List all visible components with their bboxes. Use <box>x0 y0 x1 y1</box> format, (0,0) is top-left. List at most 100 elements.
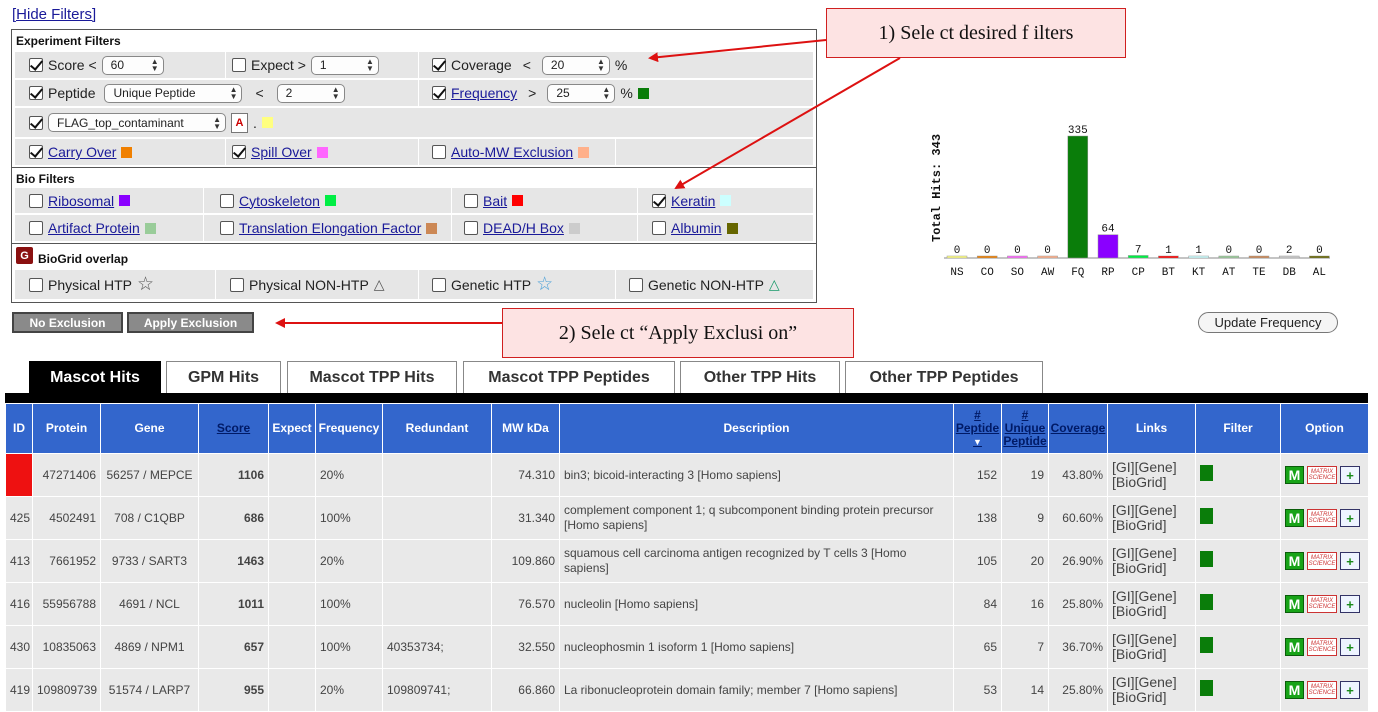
no-exclusion-button[interactable]: No Exclusion <box>12 312 123 333</box>
score-select[interactable]: 60 ▲ ▼ <box>101 55 164 75</box>
frequency-select[interactable]: 25 ▲ ▼ <box>547 83 616 103</box>
contaminant-select[interactable]: FLAG_top_contaminant ▲ ▼ <box>48 113 226 132</box>
query-add-icon[interactable]: + <box>1340 681 1360 699</box>
gi-link[interactable]: [GI] <box>1112 674 1135 690</box>
frequency-link[interactable]: Frequency <box>451 85 518 101</box>
mascot-icon[interactable]: M <box>1285 509 1304 527</box>
col-peptide[interactable]: # Peptide ▼ <box>953 403 1002 454</box>
tab-mascot-tpp-peptides[interactable]: Mascot TPP Peptides <box>463 361 675 394</box>
artifact-link[interactable]: Artifact Protein <box>48 220 140 236</box>
tab-other-tpp-hits[interactable]: Other TPP Hits <box>680 361 840 394</box>
hide-filters-link[interactable]: [Hide Filters] <box>12 6 97 23</box>
frequency-checkbox[interactable] <box>432 86 446 100</box>
matrix-science-icon[interactable]: MATRIX SCIENCE <box>1307 509 1337 527</box>
query-add-icon[interactable]: + <box>1340 466 1360 484</box>
peptide-type-select[interactable]: Unique Peptide ▲ ▼ <box>104 83 243 103</box>
matrix-science-icon[interactable]: MATRIX SCIENCE <box>1307 595 1337 613</box>
dead-box-checkbox[interactable] <box>464 221 478 235</box>
table-row[interactable]: 419 109809739 51574 / LARP7 955 20% 109809741… <box>5 668 1369 712</box>
cell-gene[interactable]: 4691 / NCL <box>100 582 199 626</box>
physical-non-htp-checkbox[interactable] <box>230 277 244 292</box>
gene-link[interactable]: [Gene] <box>1134 631 1177 647</box>
carry-over-checkbox[interactable] <box>29 145 43 159</box>
document-icon[interactable]: A <box>231 112 248 133</box>
dead-box-link[interactable]: DEAD/H Box <box>483 220 564 236</box>
cytoskeleton-link[interactable]: Cytoskeleton <box>239 192 320 209</box>
physical-htp-checkbox[interactable] <box>29 277 43 292</box>
biogrid-link[interactable]: [BioGrid] <box>1112 603 1167 619</box>
tab-mascot-hits[interactable]: Mascot Hits <box>29 361 161 394</box>
tab-mascot-tpp-hits[interactable]: Mascot TPP Hits <box>287 361 457 394</box>
update-frequency-button[interactable]: Update Frequency <box>1198 312 1338 333</box>
gi-link[interactable]: [GI] <box>1112 459 1135 475</box>
apply-exclusion-button[interactable]: Apply Exclusion <box>127 312 254 333</box>
artifact-checkbox[interactable] <box>29 221 43 235</box>
spill-over-checkbox[interactable] <box>232 145 246 159</box>
gene-link[interactable]: [Gene] <box>1134 502 1177 518</box>
bait-checkbox[interactable] <box>464 193 478 208</box>
albumin-checkbox[interactable] <box>652 221 666 235</box>
ribosomal-link[interactable]: Ribosomal <box>48 192 115 209</box>
translation-checkbox[interactable] <box>220 221 234 235</box>
cell-gene[interactable]: 56257 / MEPCE <box>100 453 199 497</box>
expect-select[interactable]: 1 ▲ ▼ <box>310 55 379 75</box>
gi-link[interactable]: [GI] <box>1112 588 1135 604</box>
gene-link[interactable]: [Gene] <box>1134 674 1177 690</box>
matrix-science-icon[interactable]: MATRIX SCIENCE <box>1307 466 1337 484</box>
table-row[interactable]: 425 4502491 708 / C1QBP 686 100% 31.340 comple… <box>5 496 1369 540</box>
biogrid-link[interactable]: [BioGrid] <box>1112 646 1167 662</box>
keratin-checkbox[interactable] <box>652 193 666 208</box>
expect-checkbox[interactable] <box>232 58 246 72</box>
genetic-non-htp-checkbox[interactable] <box>629 277 643 292</box>
contaminant-checkbox[interactable] <box>29 115 43 130</box>
table-row[interactable]: 430 10835063 4869 / NPM1 657 100% 40353734; 32… <box>5 625 1369 669</box>
carry-over-link[interactable]: Carry Over <box>48 144 117 160</box>
mascot-icon[interactable]: M <box>1285 681 1304 699</box>
query-add-icon[interactable]: + <box>1340 552 1360 570</box>
spill-over-link[interactable]: Spill Over <box>251 144 312 160</box>
cell-gene[interactable]: 4869 / NPM1 <box>100 625 199 669</box>
mascot-icon[interactable]: M <box>1285 595 1304 613</box>
cell-gene[interactable]: 9733 / SART3 <box>100 539 199 583</box>
coverage-select[interactable]: 20 ▲ ▼ <box>541 55 610 75</box>
matrix-science-icon[interactable]: MATRIX SCIENCE <box>1307 552 1337 570</box>
query-add-icon[interactable]: + <box>1340 509 1360 527</box>
table-row[interactable]: 47271406 56257 / MEPCE 1106 20% 74.310 bin3; … <box>5 453 1369 497</box>
biogrid-link[interactable]: [BioGrid] <box>1112 560 1167 576</box>
translation-link[interactable]: Translation Elongation Factor <box>239 220 422 236</box>
mascot-icon[interactable]: M <box>1285 466 1304 484</box>
peptide-value-select[interactable]: 2 ▲ ▼ <box>276 83 345 103</box>
auto-mw-link[interactable]: Auto-MW Exclusion <box>451 144 574 160</box>
table-row[interactable]: 416 55956788 4691 / NCL 1011 100% 76.570 nucle… <box>5 582 1369 626</box>
biogrid-link[interactable]: [BioGrid] <box>1112 517 1167 533</box>
auto-mw-checkbox[interactable] <box>432 145 446 159</box>
matrix-science-icon[interactable]: MATRIX SCIENCE <box>1307 638 1337 656</box>
cell-gene[interactable]: 51574 / LARP7 <box>100 668 199 712</box>
tab-gpm-hits[interactable]: GPM Hits <box>166 361 281 394</box>
biogrid-link[interactable]: [BioGrid] <box>1112 474 1167 490</box>
gi-link[interactable]: [GI] <box>1112 631 1135 647</box>
genetic-htp-checkbox[interactable] <box>432 277 446 292</box>
matrix-science-icon[interactable]: MATRIX SCIENCE <box>1307 681 1337 699</box>
gi-link[interactable]: [GI] <box>1112 545 1135 561</box>
albumin-link[interactable]: Albumin <box>671 220 722 236</box>
coverage-checkbox[interactable] <box>432 58 446 72</box>
tab-other-tpp-peptides[interactable]: Other TPP Peptides <box>845 361 1043 394</box>
col-coverage[interactable]: Coverage <box>1048 403 1108 454</box>
query-add-icon[interactable]: + <box>1340 638 1360 656</box>
query-add-icon[interactable]: + <box>1340 595 1360 613</box>
col-score[interactable]: Score <box>198 403 269 454</box>
gene-link[interactable]: [Gene] <box>1134 459 1177 475</box>
bait-link[interactable]: Bait <box>483 192 508 209</box>
mascot-icon[interactable]: M <box>1285 552 1304 570</box>
cytoskeleton-checkbox[interactable] <box>220 193 234 208</box>
mascot-icon[interactable]: M <box>1285 638 1304 656</box>
gene-link[interactable]: [Gene] <box>1134 545 1177 561</box>
gi-link[interactable]: [GI] <box>1112 502 1135 518</box>
biogrid-link[interactable]: [BioGrid] <box>1112 689 1167 705</box>
keratin-link[interactable]: Keratin <box>671 192 716 209</box>
col-unique-peptide[interactable]: # Unique Peptide <box>1001 403 1049 454</box>
gene-link[interactable]: [Gene] <box>1134 588 1177 604</box>
peptide-checkbox[interactable] <box>29 86 43 100</box>
score-checkbox[interactable] <box>29 58 43 72</box>
